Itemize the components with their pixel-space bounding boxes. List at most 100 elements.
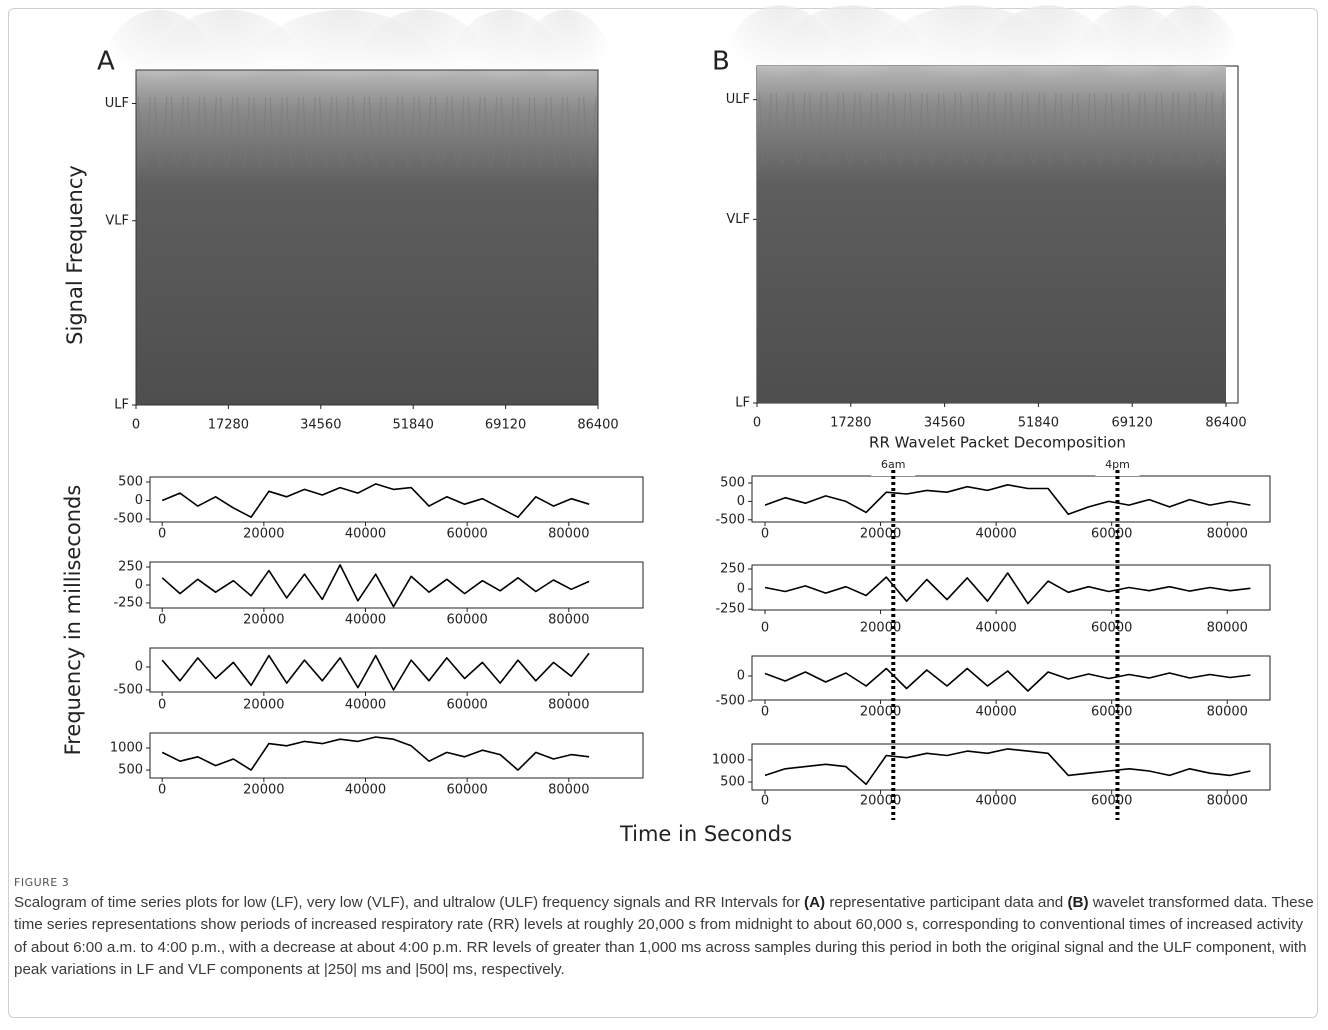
scalogram-texture [566, 96, 580, 168]
y-tick-label: LF [114, 398, 129, 413]
y-tick-label: 250 [118, 560, 143, 575]
x-tick-label: 0 [158, 698, 166, 713]
x-tick-label: 20000 [860, 705, 901, 720]
scalogram-texture [170, 96, 184, 168]
y-tick-label: 0 [135, 493, 143, 508]
scalogram-texture [1177, 92, 1191, 165]
x-tick-label: 40000 [975, 705, 1016, 720]
x-tick-label: 60000 [446, 783, 487, 798]
y-tick-label: 1000 [110, 741, 143, 756]
x-tick-label: 40000 [975, 621, 1016, 636]
x-tick-label: 86400 [1205, 416, 1246, 431]
y-tick-label: 0 [737, 494, 745, 509]
scalogram-texture [269, 96, 283, 168]
scalogram-texture [533, 96, 547, 168]
plot-frame [149, 476, 644, 523]
x-tick-label: 20000 [860, 794, 901, 809]
scalogram-texture [368, 96, 382, 168]
caption: Scalogram of time series plots for low (… [14, 892, 1314, 981]
signal-line [161, 564, 590, 608]
x-tick-label: 40000 [975, 527, 1016, 542]
x-tick-label: 80000 [1207, 705, 1248, 720]
scalogram-texture [1160, 92, 1174, 165]
scalogram-texture [302, 96, 316, 168]
y-tick-label: -250 [715, 602, 745, 617]
y-tick-label: 0 [737, 582, 745, 597]
scalogram-texture [1211, 92, 1225, 165]
x-tick-label: 0 [753, 416, 761, 431]
x-tick-label: 17280 [830, 416, 871, 431]
plot-frame [751, 564, 1271, 611]
x-tick-label: 80000 [1207, 621, 1248, 636]
x-tick-label: 20000 [243, 783, 284, 798]
scalogram-texture [319, 96, 333, 168]
x-tick-label: 60000 [1091, 794, 1132, 809]
scalogram-texture [876, 92, 890, 165]
marker-label-bg [1095, 458, 1140, 476]
y-tick-label: 0 [135, 660, 143, 675]
caption-text: wavelet transformed data. These time ser… [14, 894, 1314, 978]
scalogram-texture [451, 96, 465, 168]
y-tick-label: 500 [118, 763, 143, 778]
scalogram-texture [892, 92, 906, 165]
signal-line [764, 748, 1251, 786]
y-tick-label: 1000 [712, 752, 745, 767]
y-tick-label: 250 [720, 562, 745, 577]
y-tick-label: -500 [715, 694, 745, 709]
scalogram-texture [1110, 92, 1124, 165]
x-tick-label: 80000 [548, 527, 589, 542]
scalogram-texture [335, 96, 349, 168]
signal-line [161, 736, 590, 771]
signal-line [764, 484, 1251, 516]
marker-label: 6am [881, 458, 905, 471]
y-axis-title: Frequency in milliseconds [61, 485, 85, 756]
plot-frame [751, 743, 1271, 791]
scalogram-texture [1060, 92, 1074, 165]
signal-line [764, 572, 1251, 605]
x-tick-label: 0 [158, 783, 166, 798]
scalogram-texture [758, 92, 772, 165]
scalogram-texture [1144, 92, 1158, 165]
scalogram-texture [154, 96, 168, 168]
scalogram-texture [1026, 92, 1040, 165]
x-tick-label: 34560 [924, 416, 965, 431]
scalogram-texture [220, 96, 234, 168]
x-tick-label: 40000 [345, 527, 386, 542]
y-tick-label: -500 [113, 682, 143, 697]
plot-frame [751, 475, 1271, 523]
x-tick-label: 40000 [975, 794, 1016, 809]
x-tick-label: 80000 [1207, 527, 1248, 542]
x-tick-label: 80000 [548, 698, 589, 713]
x-tick-label: 80000 [548, 783, 589, 798]
x-tick-label: 20000 [860, 527, 901, 542]
scalogram-texture [352, 96, 366, 168]
scalogram-texture [401, 96, 415, 168]
x-tick-label: 69120 [1112, 416, 1153, 431]
scalogram-texture [976, 92, 990, 165]
scalogram-texture [1127, 92, 1141, 165]
marker-label: 4pm [1105, 458, 1130, 471]
scalogram-texture [253, 96, 267, 168]
scalogram-texture [926, 92, 940, 165]
scalogram-texture [434, 96, 448, 168]
x-tick-label: 20000 [243, 527, 284, 542]
y-tick-label: ULF [726, 92, 750, 107]
scalogram-texture [467, 96, 481, 168]
y-tick-label: -500 [113, 512, 143, 527]
caption-text: (B) [1067, 894, 1089, 911]
x-tick-label: 20000 [243, 698, 284, 713]
x-tick-label: 80000 [548, 613, 589, 628]
scalogram-texture [825, 92, 839, 165]
x-tick-label: 0 [761, 794, 769, 809]
scalogram-texture [1194, 92, 1208, 165]
figure: A B Signal Frequency Frequency in millis… [61, 5, 1271, 846]
x-axis-title: Time in Seconds [619, 822, 792, 846]
marker-label-bg [871, 458, 916, 476]
y-tick-label: ULF [105, 96, 129, 111]
x-tick-label: 0 [132, 418, 140, 433]
scalogram-texture [385, 96, 399, 168]
x-tick-label: 0 [158, 527, 166, 542]
y-tick-label: 500 [720, 775, 745, 790]
y-tick-label: VLF [726, 212, 750, 227]
